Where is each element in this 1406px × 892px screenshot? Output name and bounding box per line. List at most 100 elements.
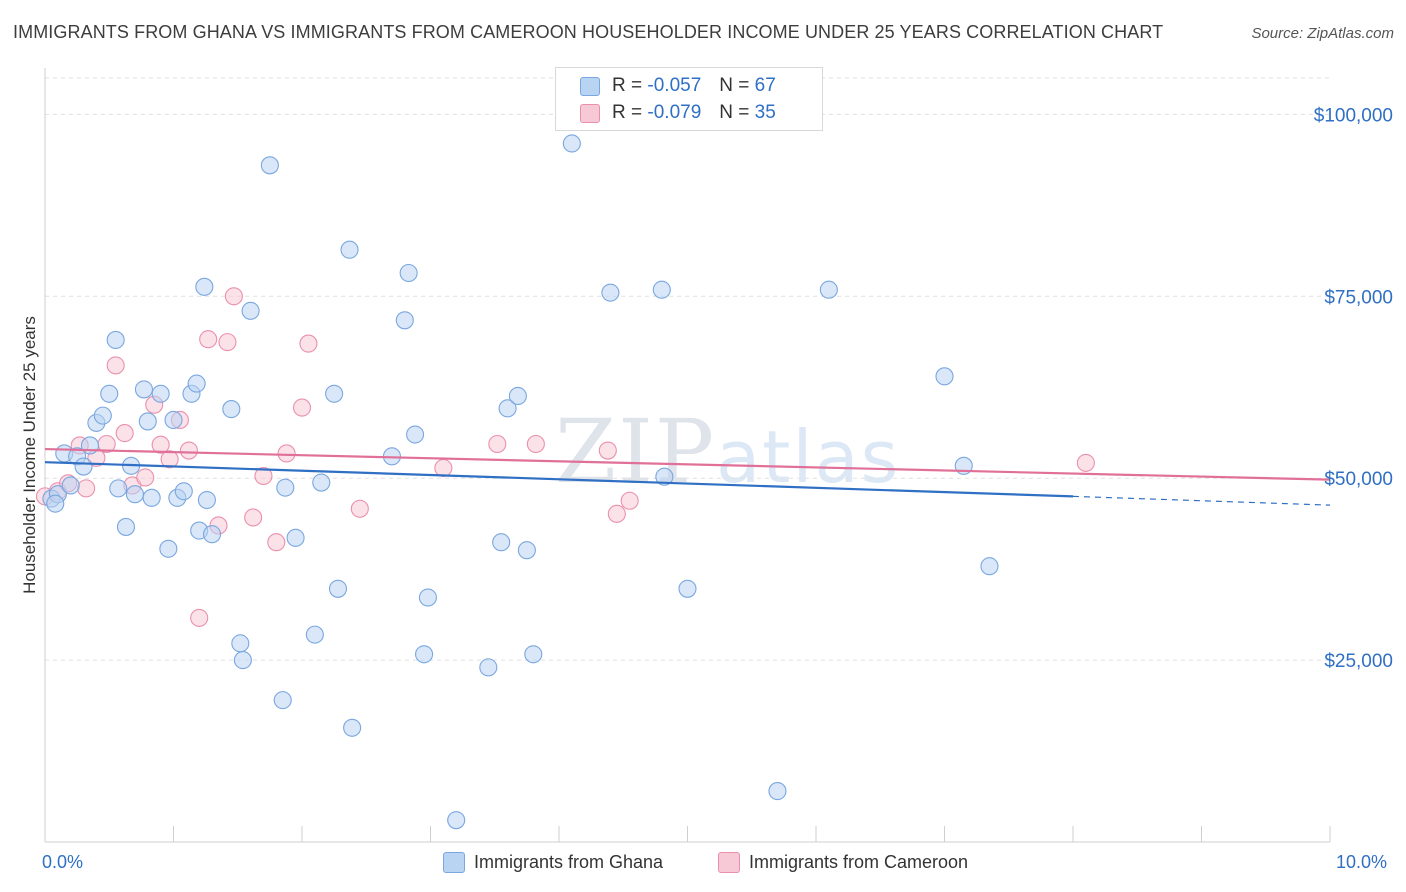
ghana-point bbox=[125, 485, 144, 504]
ghana-point bbox=[678, 579, 697, 598]
cameroon-point bbox=[224, 287, 243, 306]
ghana-point bbox=[100, 384, 119, 403]
x-tick-max: 10.0% bbox=[1336, 852, 1388, 872]
cameroon-point bbox=[254, 466, 273, 486]
ghana-point bbox=[116, 517, 136, 536]
ghana-point bbox=[524, 645, 543, 664]
trend-lines bbox=[44, 447, 1331, 506]
cameroon-point bbox=[299, 334, 318, 353]
ghana-point bbox=[260, 156, 279, 175]
cameroon-point bbox=[151, 435, 170, 454]
ghana-legend-swatch bbox=[443, 852, 465, 873]
ghana-point bbox=[222, 400, 241, 419]
ghana-point bbox=[174, 482, 193, 501]
ghana-point bbox=[312, 473, 331, 492]
ghana-point bbox=[340, 240, 359, 259]
cameroon-point bbox=[1076, 453, 1095, 472]
ghana-points bbox=[42, 134, 999, 830]
ghana-point bbox=[231, 634, 250, 653]
ghana-point bbox=[74, 457, 93, 476]
cameroon-point bbox=[199, 330, 218, 349]
ghana-point bbox=[305, 625, 324, 644]
ghana-point bbox=[406, 425, 425, 444]
y-tick-label: $100,000 bbox=[1314, 105, 1393, 126]
cameroon-swatch bbox=[580, 103, 600, 123]
ghana-point bbox=[138, 412, 157, 431]
cameroon-point bbox=[267, 533, 286, 552]
cameroon-point bbox=[598, 441, 617, 460]
chart-title: IMMIGRANTS FROM GHANA VS IMMIGRANTS FROM… bbox=[13, 22, 1164, 42]
ghana-point bbox=[187, 374, 206, 393]
ghana-trend-line bbox=[44, 461, 1074, 498]
cameroon-point bbox=[136, 468, 155, 487]
y-tick-label: $75,000 bbox=[1324, 287, 1393, 308]
cameroon-point bbox=[607, 504, 626, 523]
cameroon-point bbox=[218, 333, 237, 352]
y-tick-label: $25,000 bbox=[1324, 651, 1393, 672]
cameroon-point bbox=[190, 608, 209, 627]
ghana-point bbox=[399, 263, 418, 283]
ghana-point bbox=[61, 476, 80, 495]
cameroon-point bbox=[179, 441, 198, 460]
ghana-point bbox=[601, 283, 620, 302]
ghana-point bbox=[233, 651, 252, 670]
ghana-point bbox=[508, 386, 527, 406]
legend-label-ghana: Immigrants from Ghana bbox=[474, 852, 664, 872]
ghana-point bbox=[479, 658, 498, 677]
source-credit: Source: ZipAtlas.com bbox=[1251, 25, 1394, 42]
r-label: R = bbox=[612, 102, 643, 123]
r-label: R = bbox=[612, 75, 643, 96]
ghana-point bbox=[655, 467, 674, 486]
legend-row-cameroon: R = -0.079 N = 35 bbox=[580, 100, 776, 126]
r-value-ghana: -0.057 bbox=[647, 75, 702, 96]
n-label: N = bbox=[719, 75, 750, 96]
ghana-point bbox=[343, 718, 362, 737]
ghana-point bbox=[328, 579, 348, 598]
ghana-point bbox=[106, 330, 125, 349]
ghana-point bbox=[325, 384, 344, 403]
ghana-point bbox=[241, 301, 260, 320]
r-value-cameroon: -0.079 bbox=[647, 102, 702, 123]
ghana-point bbox=[492, 533, 511, 552]
ghana-trend-extension bbox=[1072, 495, 1331, 506]
ghana-point bbox=[980, 557, 999, 576]
ghana-point bbox=[418, 588, 437, 607]
y-tick-labels: $25,000 $50,000 $75,000 $100,000 bbox=[1314, 105, 1393, 672]
cameroon-point bbox=[526, 434, 545, 454]
n-label: N = bbox=[719, 102, 750, 123]
zipatlas-watermark: ZIPatlas bbox=[555, 400, 900, 503]
legend-row-ghana: R = -0.057 N = 67 bbox=[580, 73, 776, 99]
legend-item-ghana: Immigrants from Ghana bbox=[443, 852, 663, 873]
ghana-point bbox=[562, 134, 581, 153]
ghana-point bbox=[935, 367, 954, 386]
correlation-legend: R = -0.057 N = 67 R = -0.079 N = 35 bbox=[555, 67, 823, 131]
ghana-point bbox=[134, 380, 153, 399]
ghana-point bbox=[197, 490, 216, 510]
legend-label-cameroon: Immigrants from Cameroon bbox=[749, 852, 969, 872]
cameroon-point bbox=[292, 398, 312, 417]
ghana-point bbox=[273, 691, 292, 710]
grid-lines bbox=[45, 77, 1330, 661]
ghana-point bbox=[517, 541, 536, 560]
cameroon-point bbox=[277, 444, 296, 463]
ghana-point bbox=[276, 478, 295, 497]
ghana-point bbox=[109, 479, 128, 498]
ghana-point bbox=[203, 525, 222, 544]
ghana-point bbox=[819, 280, 838, 299]
ghana-point bbox=[195, 277, 214, 296]
ghana-point bbox=[768, 782, 787, 801]
cameroon-legend-swatch bbox=[718, 852, 740, 873]
cameroon-point bbox=[115, 424, 134, 443]
ghana-point bbox=[164, 410, 183, 430]
cameroon-point bbox=[620, 491, 639, 510]
cameroon-point bbox=[350, 499, 369, 518]
ghana-point bbox=[498, 399, 517, 418]
n-value-cameroon: 35 bbox=[754, 102, 776, 123]
ghana-point bbox=[415, 645, 434, 664]
watermark-zip: ZIP bbox=[555, 400, 717, 503]
cameroon-point bbox=[106, 356, 125, 375]
ghana-point bbox=[286, 528, 305, 547]
ghana-point bbox=[151, 384, 170, 403]
cameroon-point bbox=[434, 458, 453, 478]
